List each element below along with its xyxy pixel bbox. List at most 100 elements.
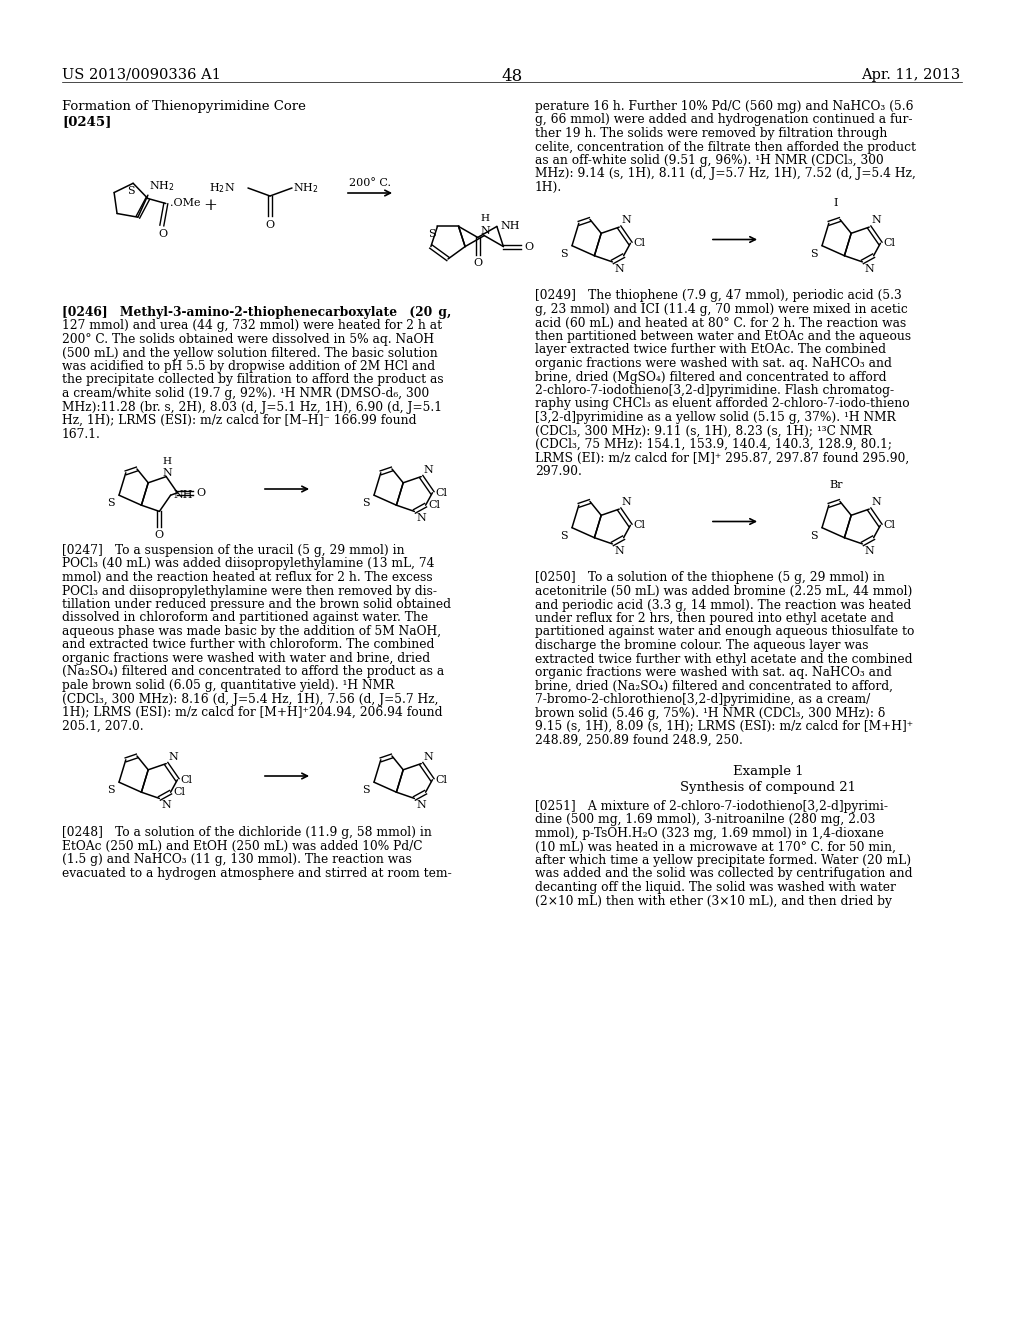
Text: Br: Br [829,479,843,490]
Text: O: O [473,259,482,268]
Text: Cl: Cl [435,488,447,498]
Text: 167.1.: 167.1. [62,428,101,441]
Text: EtOAc (250 mL) and EtOH (250 mL) was added 10% Pd/C: EtOAc (250 mL) and EtOH (250 mL) was add… [62,840,423,853]
Text: [0246] Methyl-3-amino-2-thiophenecarboxylate  (20 g,: [0246] Methyl-3-amino-2-thiophenecarboxy… [62,306,452,319]
Text: (10 mL) was heated in a microwave at 170° C. for 50 min,: (10 mL) was heated in a microwave at 170… [535,841,896,854]
Text: NH$_2$: NH$_2$ [293,181,318,195]
Text: a cream/white solid (19.7 g, 92%). ¹H NMR (DMSO-d₆, 300: a cream/white solid (19.7 g, 92%). ¹H NM… [62,387,429,400]
Text: [0251] A mixture of 2-chloro-7-iodothieno[3,2-d]pyrimi-: [0251] A mixture of 2-chloro-7-iodothien… [535,800,888,813]
Text: N: N [423,751,433,762]
Text: 48: 48 [502,69,522,84]
Text: +: + [203,198,217,214]
Text: Cl: Cl [634,520,645,531]
Text: S: S [108,498,115,508]
Text: mmol), p-TsOH.H₂O (323 mg, 1.69 mmol) in 1,4-dioxane: mmol), p-TsOH.H₂O (323 mg, 1.69 mmol) in… [535,828,884,840]
Text: ther 19 h. The solids were removed by filtration through: ther 19 h. The solids were removed by fi… [535,127,888,140]
Text: S: S [810,531,818,541]
Text: [0250] To a solution of the thiophene (5 g, 29 mmol) in: [0250] To a solution of the thiophene (5… [535,572,885,585]
Text: and periodic acid (3.3 g, 14 mmol). The reaction was heated: and periodic acid (3.3 g, 14 mmol). The … [535,598,911,611]
Text: Cl: Cl [174,787,185,797]
Text: tillation under reduced pressure and the brown solid obtained: tillation under reduced pressure and the… [62,598,451,611]
Text: dissolved in chloroform and partitioned against water. The: dissolved in chloroform and partitioned … [62,611,428,624]
Text: evacuated to a hydrogen atmosphere and stirred at room tem-: evacuated to a hydrogen atmosphere and s… [62,866,452,879]
Text: POCl₃ and diisopropylethylamine were then removed by dis-: POCl₃ and diisopropylethylamine were the… [62,585,437,598]
Text: S: S [362,785,370,795]
Text: (2×10 mL) then with ether (3×10 mL), and then dried by: (2×10 mL) then with ether (3×10 mL), and… [535,895,892,908]
Text: (CDCl₃, 75 MHz): 154.1, 153.9, 140.4, 140.3, 128.9, 80.1;: (CDCl₃, 75 MHz): 154.1, 153.9, 140.4, 14… [535,438,892,451]
Text: extracted twice further with ethyl acetate and the combined: extracted twice further with ethyl aceta… [535,652,912,665]
Text: S: S [108,785,115,795]
Text: 1H); LRMS (ESI): m/z calcd for [M+H]⁺204.94, 206.94 found: 1H); LRMS (ESI): m/z calcd for [M+H]⁺204… [62,706,442,719]
Text: N: N [871,215,881,226]
Text: decanting off the liquid. The solid was washed with water: decanting off the liquid. The solid was … [535,880,896,894]
Text: N: N [163,467,172,478]
Text: H: H [480,214,489,223]
Text: Hz, 1H); LRMS (ESI): m/z calcd for [M–H]⁻ 166.99 found: Hz, 1H); LRMS (ESI): m/z calcd for [M–H]… [62,414,417,426]
Text: [0249] The thiophene (7.9 g, 47 mmol), periodic acid (5.3: [0249] The thiophene (7.9 g, 47 mmol), p… [535,289,902,302]
Text: acetonitrile (50 mL) was added bromine (2.25 mL, 44 mmol): acetonitrile (50 mL) was added bromine (… [535,585,912,598]
Text: Cl: Cl [634,239,645,248]
Text: N: N [417,800,426,810]
Text: N: N [423,465,433,475]
Text: Example 1: Example 1 [733,766,803,777]
Text: LRMS (EI): m/z calcd for [M]⁺ 295.87, 297.87 found 295.90,: LRMS (EI): m/z calcd for [M]⁺ 295.87, 29… [535,451,909,465]
Text: O: O [265,220,274,230]
Text: 2-chloro-7-iodothieno[3,2-d]pyrimidine. Flash chromatog-: 2-chloro-7-iodothieno[3,2-d]pyrimidine. … [535,384,894,397]
Text: 200° C.: 200° C. [349,178,391,187]
Text: (CDCl₃, 300 MHz): 9.11 (s, 1H), 8.23 (s, 1H); ¹³C NMR: (CDCl₃, 300 MHz): 9.11 (s, 1H), 8.23 (s,… [535,425,872,437]
Text: brine, dried (MgSO₄) filtered and concentrated to afford: brine, dried (MgSO₄) filtered and concen… [535,371,887,384]
Text: Cl: Cl [884,239,895,248]
Text: NH: NH [501,222,520,231]
Text: partitioned against water and enough aqueous thiosulfate to: partitioned against water and enough aqu… [535,626,914,639]
Text: H: H [163,457,172,466]
Text: MHz):11.28 (br. s, 2H), 8.03 (d, J=5.1 Hz, 1H), 6.90 (d, J=5.1: MHz):11.28 (br. s, 2H), 8.03 (d, J=5.1 H… [62,400,442,413]
Text: celite, concentration of the filtrate then afforded the product: celite, concentration of the filtrate th… [535,140,916,153]
Text: N: N [417,513,426,524]
Text: 127 mmol) and urea (44 g, 732 mmol) were heated for 2 h at: 127 mmol) and urea (44 g, 732 mmol) were… [62,319,442,333]
Text: [0248] To a solution of the dichloride (11.9 g, 58 mmol) in: [0248] To a solution of the dichloride (… [62,826,432,840]
Text: was acidified to pH 5.5 by dropwise addition of 2M HCl and: was acidified to pH 5.5 by dropwise addi… [62,360,435,374]
Text: NH$_2$: NH$_2$ [148,180,174,193]
Text: [0245]: [0245] [62,116,112,128]
Text: Cl: Cl [435,775,447,785]
Text: 1H).: 1H). [535,181,562,194]
Text: H$_2$N: H$_2$N [209,181,234,195]
Text: US 2013/0090336 A1: US 2013/0090336 A1 [62,69,221,82]
Text: organic fractions were washed with sat. aq. NaHCO₃ and: organic fractions were washed with sat. … [535,667,892,678]
Text: O: O [159,230,167,239]
Text: brown solid (5.46 g, 75%). ¹H NMR (CDCl₃, 300 MHz): δ: brown solid (5.46 g, 75%). ¹H NMR (CDCl₃… [535,706,886,719]
Text: Cl: Cl [180,775,193,785]
Text: S: S [428,230,435,239]
Text: Cl: Cl [884,520,895,531]
Text: (1.5 g) and NaHCO₃ (11 g, 130 mmol). The reaction was: (1.5 g) and NaHCO₃ (11 g, 130 mmol). The… [62,853,412,866]
Text: O: O [155,531,164,540]
Text: 297.90.: 297.90. [535,465,582,478]
Text: N: N [622,215,631,226]
Text: after which time a yellow precipitate formed. Water (20 mL): after which time a yellow precipitate fo… [535,854,911,867]
Text: N: N [871,498,881,507]
Text: Synthesis of compound 21: Synthesis of compound 21 [680,781,856,795]
Text: Formation of Thienopyrimidine Core: Formation of Thienopyrimidine Core [62,100,306,114]
Text: O: O [524,242,534,252]
Text: 205.1, 207.0.: 205.1, 207.0. [62,719,143,733]
Text: MHz): 9.14 (s, 1H), 8.11 (d, J=5.7 Hz, 1H), 7.52 (d, J=5.4 Hz,: MHz): 9.14 (s, 1H), 8.11 (d, J=5.7 Hz, 1… [535,168,915,181]
Text: layer extracted twice further with EtOAc. The combined: layer extracted twice further with EtOAc… [535,343,886,356]
Text: POCl₃ (40 mL) was added diisopropylethylamine (13 mL, 74: POCl₃ (40 mL) was added diisopropylethyl… [62,557,434,570]
Text: O: O [197,488,206,498]
Text: N: N [168,751,178,762]
Text: NH: NH [174,490,194,500]
Text: Apr. 11, 2013: Apr. 11, 2013 [861,69,961,82]
Text: N: N [622,498,631,507]
Text: dine (500 mg, 1.69 mmol), 3-nitroanilne (280 mg, 2.03: dine (500 mg, 1.69 mmol), 3-nitroanilne … [535,813,876,826]
Text: .OMe: .OMe [170,198,201,209]
Text: was added and the solid was collected by centrifugation and: was added and the solid was collected by… [535,867,912,880]
Text: Cl: Cl [429,500,440,511]
Text: organic fractions were washed with sat. aq. NaHCO₃ and: organic fractions were washed with sat. … [535,356,892,370]
Text: organic fractions were washed with water and brine, dried: organic fractions were washed with water… [62,652,430,665]
Text: the precipitate collected by filtration to afford the product as: the precipitate collected by filtration … [62,374,443,387]
Text: N: N [614,546,625,556]
Text: brine, dried (Na₂SO₄) filtered and concentrated to afford,: brine, dried (Na₂SO₄) filtered and conce… [535,680,893,693]
Text: N: N [162,800,171,810]
Text: 9.15 (s, 1H), 8.09 (s, 1H); LRMS (ESI): m/z calcd for [M+H]⁺: 9.15 (s, 1H), 8.09 (s, 1H); LRMS (ESI): … [535,719,913,733]
Text: discharge the bromine colour. The aqueous layer was: discharge the bromine colour. The aqueou… [535,639,868,652]
